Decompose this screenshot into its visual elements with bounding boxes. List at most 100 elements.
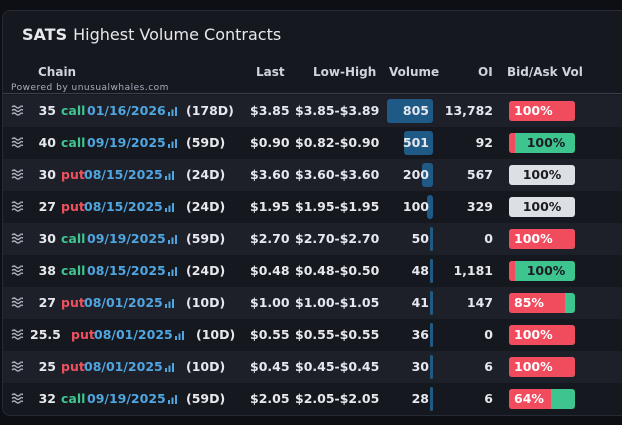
option-type: put [61, 359, 85, 374]
days-to-expiry: (59D) [186, 391, 226, 406]
volume-cell: 50 [383, 227, 433, 251]
table-row[interactable]: 30 put 08/15/2025 (24D) $3.60 $3.60-$3.60 200 5… [3, 159, 622, 191]
low-high-range: $0.48-$0.50 [295, 263, 380, 278]
expiry-date[interactable]: 08/01/2025 [94, 327, 184, 342]
option-type: call [61, 391, 86, 406]
bid-portion [509, 101, 575, 121]
volume-bar [422, 163, 433, 187]
col-header-last[interactable]: Last [256, 65, 285, 79]
open-interest: 0 [484, 231, 493, 246]
col-header-volume[interactable]: Volume [389, 65, 440, 79]
expiry-date[interactable]: 08/15/2025 [84, 167, 174, 182]
flow-icon[interactable] [11, 264, 23, 276]
option-type: call [61, 135, 86, 150]
bid-ask-bar: 100% [509, 325, 575, 345]
table-row[interactable]: 25.5 put 08/01/2025 (10D) $0.55 $0.55-$0.55 36… [3, 319, 622, 351]
chart-bars-icon[interactable] [167, 395, 177, 404]
open-interest: 1,181 [453, 263, 493, 278]
bid-ask-label: 100% [514, 327, 553, 342]
bid-ask-label: 85% [514, 295, 544, 310]
flow-icon[interactable] [11, 360, 23, 372]
strike: 40 [38, 135, 56, 150]
panel-title: SATS Highest Volume Contracts [22, 25, 281, 44]
chart-bars-icon[interactable] [167, 235, 177, 244]
table-row[interactable]: 30 call 09/19/2025 (59D) $2.70 $2.70-$2.70 50 0… [3, 223, 622, 255]
last-price: $0.45 [250, 359, 290, 374]
table-row[interactable]: 40 call 09/19/2025 (59D) $0.90 $0.82-$0.90 501… [3, 127, 622, 159]
table-row[interactable]: 27 put 08/15/2025 (24D) $1.95 $1.95-$1.95 100 3… [3, 191, 622, 223]
days-to-expiry: (24D) [186, 199, 226, 214]
option-type: put [61, 295, 85, 310]
expiry-date[interactable]: 08/01/2025 [84, 295, 174, 310]
table-row[interactable]: 38 call 08/15/2025 (24D) $0.48 $0.48-$0.50 48 1… [3, 255, 622, 287]
open-interest: 329 [466, 199, 493, 214]
open-interest: 6 [484, 359, 493, 374]
low-high-range: $3.60-$3.60 [295, 167, 380, 182]
bid-ask-label: 100% [526, 263, 566, 278]
last-price: $0.55 [250, 327, 290, 342]
volume-cell: 501 [383, 131, 433, 155]
expiry-date[interactable]: 08/15/2025 [87, 263, 177, 278]
flow-icon[interactable] [11, 136, 23, 148]
chart-bars-icon[interactable] [167, 107, 177, 116]
table-row[interactable]: 27 put 08/01/2025 (10D) $1.00 $1.00-$1.05 41 14… [3, 287, 622, 319]
flow-icon[interactable] [11, 232, 23, 244]
strike: 35 [38, 103, 56, 118]
title-label: Highest Volume Contracts [73, 25, 282, 44]
col-header-oi[interactable]: OI [478, 65, 493, 79]
strike: 30 [38, 231, 56, 246]
expiry-date[interactable]: 08/01/2025 [84, 359, 174, 374]
table-row[interactable]: 32 call 09/19/2025 (59D) $2.05 $2.05-$2.05 28 6… [3, 383, 622, 415]
bid-ask-bar: 64% [509, 389, 575, 409]
ticker-label: SATS [22, 25, 68, 44]
volume-cell: 200 [383, 163, 433, 187]
bid-portion [509, 325, 575, 345]
expiry-date[interactable]: 08/15/2025 [84, 199, 174, 214]
table-row[interactable]: 35 call 01/16/2026 (178D) $3.85 $3.85-$3.89 80… [3, 95, 622, 127]
chart-bars-icon[interactable] [167, 139, 177, 148]
days-to-expiry: (24D) [186, 263, 226, 278]
bid-ask-label: 100% [526, 135, 566, 150]
chart-bars-icon[interactable] [164, 171, 174, 180]
volume-value: 48 [411, 263, 429, 278]
flow-icon[interactable] [11, 168, 23, 180]
expiry-date[interactable]: 01/16/2026 [87, 103, 177, 118]
strike: 30 [38, 167, 56, 182]
volume-bar [404, 131, 433, 155]
expiry-date[interactable]: 09/19/2025 [87, 231, 177, 246]
chart-bars-icon[interactable] [164, 203, 174, 212]
chart-bars-icon[interactable] [174, 331, 184, 340]
chart-bars-icon[interactable] [164, 363, 174, 372]
volume-value: 41 [411, 295, 429, 310]
low-high-range: $1.95-$1.95 [295, 199, 380, 214]
volume-cell: 28 [383, 387, 433, 411]
volume-value: 36 [411, 327, 429, 342]
low-high-range: $0.55-$0.55 [295, 327, 380, 342]
bid-ask-label: 100% [514, 103, 553, 118]
chart-bars-icon[interactable] [164, 299, 174, 308]
option-type: put [61, 167, 85, 182]
chart-bars-icon[interactable] [167, 267, 177, 276]
last-price: $3.60 [250, 167, 290, 182]
volume-value: 501 [402, 135, 429, 150]
flow-icon[interactable] [11, 296, 23, 308]
col-header-chain[interactable]: Chain [38, 65, 77, 79]
flow-icon[interactable] [11, 200, 23, 212]
last-price: $1.00 [250, 295, 290, 310]
volume-bar [430, 227, 433, 251]
table-row[interactable]: 25 put 08/01/2025 (10D) $0.45 $0.45-$0.45 30 6 1… [3, 351, 622, 383]
col-header-low-high[interactable]: Low-High [313, 65, 377, 79]
expiry-date[interactable]: 09/19/2025 [87, 135, 177, 150]
open-interest: 13,782 [444, 103, 493, 118]
days-to-expiry: (24D) [186, 167, 226, 182]
flow-icon[interactable] [11, 392, 23, 404]
volume-bar [430, 387, 433, 411]
volume-bar [430, 355, 433, 379]
col-header-bid-ask-vol[interactable]: Bid/Ask Vol [507, 65, 583, 79]
days-to-expiry: (59D) [186, 231, 226, 246]
volume-value: 30 [411, 359, 429, 374]
flow-icon[interactable] [11, 328, 23, 340]
flow-icon[interactable] [11, 104, 23, 116]
volume-value: 805 [402, 103, 429, 118]
expiry-date[interactable]: 09/19/2025 [87, 391, 177, 406]
